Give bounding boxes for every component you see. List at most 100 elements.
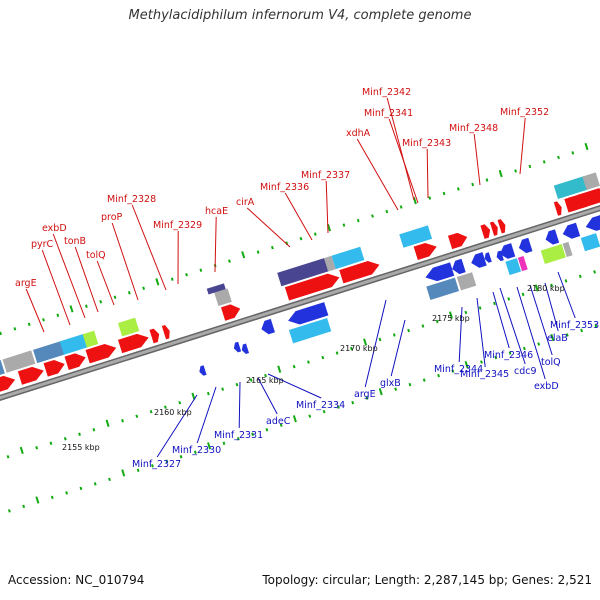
forward-gene (331, 246, 365, 270)
reverse-label-leader (238, 381, 241, 429)
tick-mark (35, 496, 40, 504)
forward-gene (339, 261, 380, 284)
reverse-gene (288, 317, 332, 344)
tick-mark (35, 446, 39, 450)
tick-mark (264, 373, 267, 378)
reverse-gene-label: Minf_2344 (434, 364, 483, 375)
forward-gene-label: cirA (236, 197, 255, 208)
tick-mark (584, 142, 589, 151)
tick-mark (151, 464, 154, 468)
tick-mark (108, 477, 111, 482)
reverse-gene-label: elaB (547, 333, 568, 344)
tick-mark (471, 182, 475, 187)
tick-mark (7, 509, 11, 513)
forward-gene (480, 224, 491, 239)
forward-gene-label: tolQ (86, 250, 106, 261)
tick-mark (56, 313, 60, 318)
tick-mark (50, 495, 54, 500)
tick-mark (437, 373, 440, 378)
forward-label-leader (426, 148, 429, 199)
forward-label-leader (131, 204, 167, 291)
reverse-gene-label: glxB (380, 378, 401, 389)
tick-mark (292, 364, 296, 369)
tick-mark (448, 311, 453, 319)
scale-labels: 2155 kbp 2160 kbp 2165 kbp 2170 kbp 2175 kbp… (62, 284, 565, 452)
tick-mark (22, 504, 26, 509)
forward-gene (497, 219, 506, 234)
reverse-gene-label: Minf_2327 (132, 459, 181, 470)
forward-label-leader (325, 180, 329, 234)
forward-gene (489, 221, 498, 236)
label-leaders (25, 97, 576, 458)
forward-label-leader (25, 288, 45, 333)
gene-features (0, 172, 600, 392)
forward-gene (214, 288, 232, 307)
tick-mark (308, 414, 312, 418)
tick-mark (299, 236, 303, 241)
tick-mark (521, 292, 525, 297)
tick-mark (537, 342, 541, 346)
reverse-gene (452, 258, 466, 275)
tick-mark (206, 391, 210, 396)
tick-mark (193, 450, 197, 454)
forward-gene (82, 330, 99, 348)
tick-mark (508, 351, 512, 355)
forward-label-leader (96, 260, 115, 306)
tick-mark (342, 223, 346, 227)
reverse-gene-label: argE (354, 389, 376, 400)
map-title: Methylacidiphilum infernorum V4, complet… (128, 8, 472, 23)
forward-gene (2, 350, 36, 373)
reverse-gene (199, 365, 207, 376)
reverse-gene-label: Minf_2346 (484, 350, 533, 361)
reverse-gene-label: Minf_2331 (214, 430, 263, 441)
tick-mark (49, 441, 53, 445)
reverse-label-leader (492, 291, 510, 349)
tick-mark (412, 196, 417, 205)
tick-mark (19, 446, 24, 455)
tick-mark (105, 419, 110, 427)
tick-mark (270, 245, 274, 250)
tick-mark (142, 286, 146, 290)
tick-mark (292, 415, 297, 423)
tick-mark (265, 427, 269, 432)
tick-mark (550, 283, 554, 288)
reverse-gene (517, 255, 528, 272)
forward-gene-label: proP (101, 212, 123, 223)
tick-mark (207, 442, 212, 450)
reverse-gene (456, 272, 477, 291)
tick-mark (191, 392, 196, 400)
tick-mark (327, 224, 332, 232)
topology-summary: Topology: circular; Length: 2,287,145 bp… (262, 573, 592, 587)
tick-mark (542, 160, 546, 164)
forward-gene (553, 176, 589, 200)
forward-label-leader (519, 117, 526, 175)
reverse-gene-label: Minf_2330 (172, 445, 221, 456)
forward-gene (17, 366, 44, 385)
tick-mark (121, 469, 126, 477)
forward-gene-label: hcaE (205, 206, 228, 217)
tick-mark (571, 151, 575, 155)
tick-mark (337, 405, 340, 409)
forward-label-leader (356, 138, 399, 211)
reverse-gene (241, 343, 250, 355)
reverse-label-leader (156, 394, 198, 458)
tick-mark (349, 346, 353, 351)
tick-mark (222, 441, 226, 445)
tick-mark (69, 305, 74, 313)
tick-mark (321, 355, 325, 360)
tick-mark (179, 455, 183, 459)
tick-mark (507, 297, 511, 301)
tick-mark (113, 295, 117, 299)
tick-mark (485, 178, 489, 182)
reverse-gene (518, 237, 533, 254)
reverse-label-leader (499, 287, 526, 365)
gene-labels: argEpyrCexbDtonBtolQproPMinf_2328Minf_23… (15, 87, 599, 470)
reverse-gene (545, 229, 560, 245)
forward-gene (117, 317, 140, 337)
tick-mark (564, 279, 568, 283)
forward-gene (64, 353, 86, 371)
forward-gene (413, 242, 437, 260)
tick-mark (335, 351, 339, 355)
